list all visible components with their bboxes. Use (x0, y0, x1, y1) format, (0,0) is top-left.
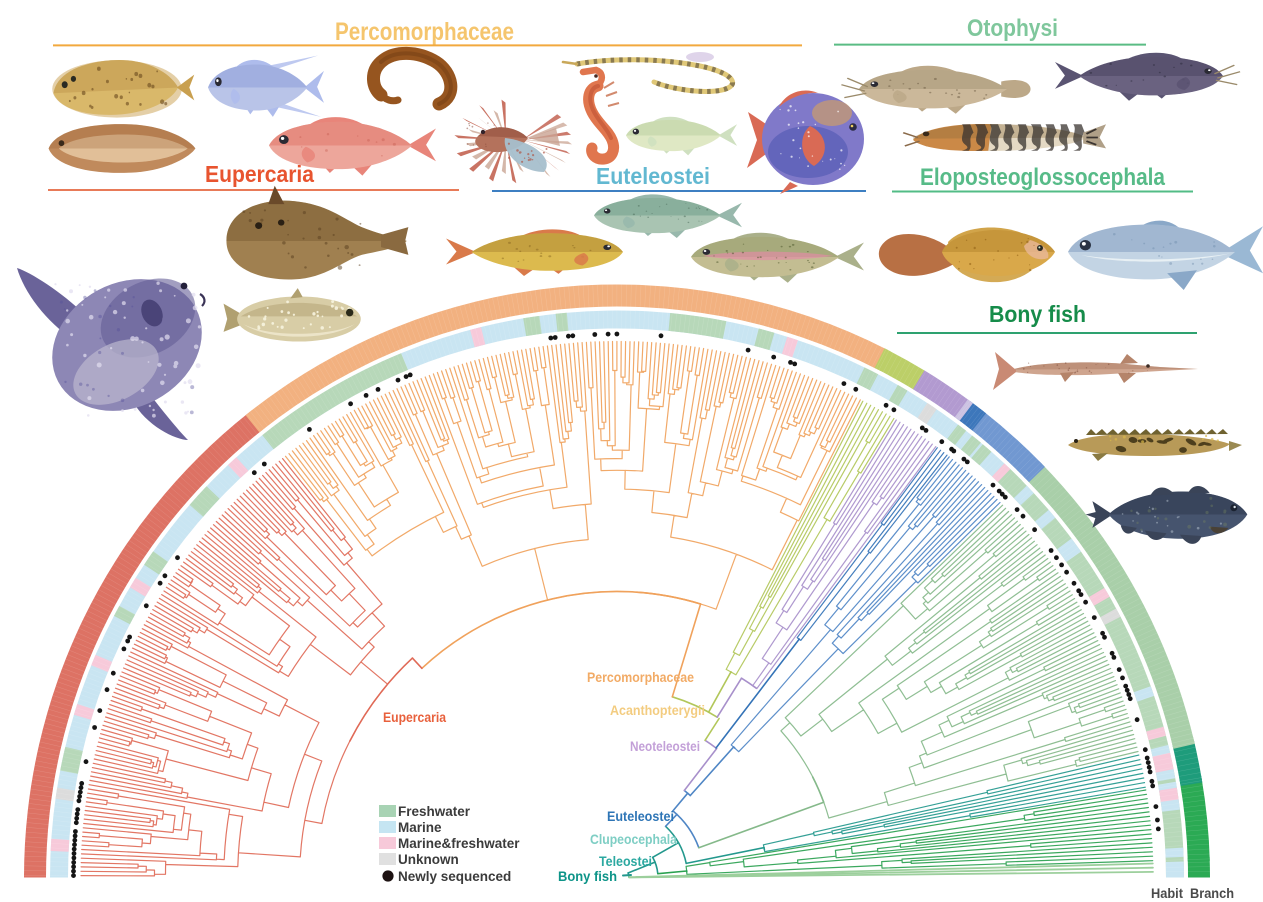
svg-text:Freshwater: Freshwater (398, 804, 471, 819)
svg-text:Teleostei: Teleostei (599, 853, 652, 869)
svg-text:Branch: Branch (1190, 885, 1234, 901)
svg-text:Eupercaria: Eupercaria (205, 161, 314, 187)
svg-text:Clupeocephala: Clupeocephala (590, 831, 677, 847)
svg-text:Eupercaria: Eupercaria (383, 709, 446, 725)
svg-text:Eloposteoglossocephala: Eloposteoglossocephala (920, 164, 1166, 191)
svg-text:Marine: Marine (398, 820, 442, 835)
svg-text:Bony fish: Bony fish (558, 868, 617, 884)
svg-text:Acanthopterygii: Acanthopterygii (610, 702, 705, 718)
svg-text:Habit: Habit (1151, 885, 1183, 901)
svg-text:Percomorphaceae: Percomorphaceae (335, 18, 514, 46)
svg-text:Bony fish: Bony fish (989, 301, 1086, 327)
svg-text:Otophysi: Otophysi (967, 15, 1058, 42)
svg-text:Unknown: Unknown (398, 852, 459, 867)
svg-text:Newly sequenced: Newly sequenced (398, 869, 511, 884)
svg-text:Euteleostei: Euteleostei (596, 163, 710, 189)
svg-text:Euteleostei: Euteleostei (607, 808, 674, 824)
svg-text:Neoteleostei: Neoteleostei (630, 738, 700, 754)
svg-text:Percomorphaceae: Percomorphaceae (587, 669, 694, 685)
svg-text:Marine&freshwater: Marine&freshwater (398, 836, 520, 851)
